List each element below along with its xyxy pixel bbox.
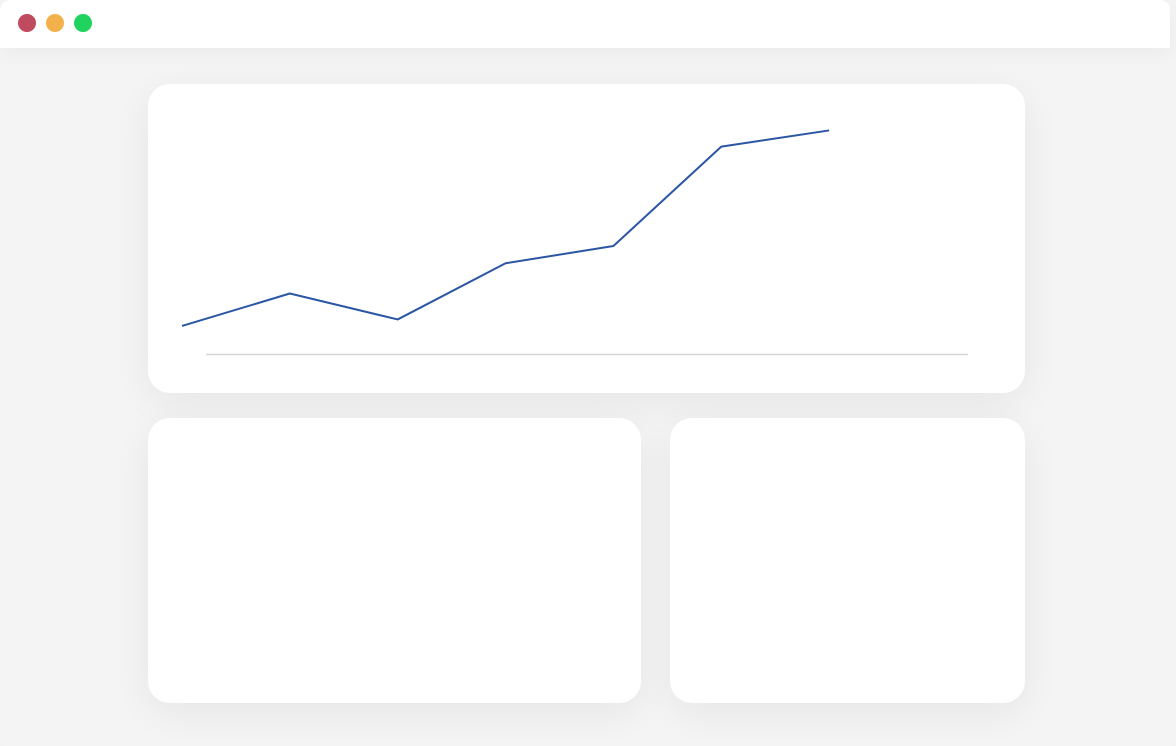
maximize-button[interactable] — [74, 14, 92, 32]
right-panel-card — [670, 418, 1025, 703]
left-panel-card — [148, 418, 641, 703]
series-line-0 — [181, 129, 830, 327]
minimize-button[interactable] — [46, 14, 64, 32]
title-bar — [0, 0, 1170, 48]
chart-card — [148, 84, 1025, 393]
line-chart — [181, 129, 968, 356]
close-button[interactable] — [18, 14, 36, 32]
